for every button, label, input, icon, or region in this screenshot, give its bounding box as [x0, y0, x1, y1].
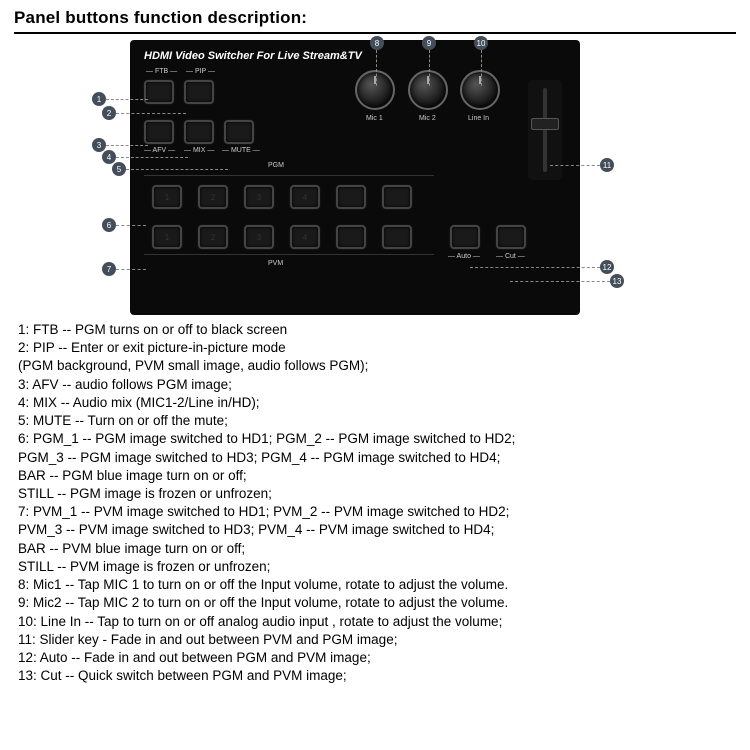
- cut-button[interactable]: [496, 225, 526, 249]
- callout-3: 3: [92, 138, 106, 152]
- pgm-1-button[interactable]: 1: [152, 185, 182, 209]
- callout-11: 11: [600, 158, 614, 172]
- desc-line: 13: Cut -- Quick switch between PGM and …: [18, 667, 732, 685]
- callout-10: 10: [474, 36, 488, 50]
- mic2-knob[interactable]: [408, 70, 448, 110]
- pvm-still-button[interactable]: [382, 225, 412, 249]
- pgm-2-button[interactable]: 2: [198, 185, 228, 209]
- pvm-2-button[interactable]: 2: [198, 225, 228, 249]
- ftb-button[interactable]: [144, 80, 174, 104]
- mute-button[interactable]: [224, 120, 254, 144]
- pgm-label: PGM: [268, 162, 284, 169]
- desc-line: 10: Line In -- Tap to turn on or off ana…: [18, 613, 732, 631]
- callout-7: 7: [102, 262, 116, 276]
- device-title: HDMI Video Switcher For Live Stream&TV: [130, 40, 580, 64]
- cut-label: — Cut —: [496, 253, 525, 260]
- desc-line: PGM_3 -- PGM image switched to HD3; PGM_…: [18, 449, 732, 467]
- pvm-3-button[interactable]: 3: [244, 225, 274, 249]
- pgm-3-button[interactable]: 3: [244, 185, 274, 209]
- desc-line: BAR -- PVM blue image turn on or off;: [18, 540, 732, 558]
- slider-handle[interactable]: [531, 118, 559, 130]
- pip-label: — PIP —: [186, 68, 215, 75]
- desc-line: (PGM background, PVM small image, audio …: [18, 357, 732, 375]
- callout-9: 9: [422, 36, 436, 50]
- mic1-knob[interactable]: [355, 70, 395, 110]
- afv-label: — AFV —: [144, 147, 175, 154]
- callout-5: 5: [112, 162, 126, 176]
- pvm-bar-button[interactable]: [336, 225, 366, 249]
- desc-line: 12: Auto -- Fade in and out between PGM …: [18, 649, 732, 667]
- callout-8: 8: [370, 36, 384, 50]
- description-list: 1: FTB -- PGM turns on or off to black s…: [0, 315, 750, 685]
- desc-line: BAR -- PGM blue image turn on or off;: [18, 467, 732, 485]
- desc-line: 9: Mic2 -- Tap MIC 2 to turn on or off t…: [18, 594, 732, 612]
- callout-1: 1: [92, 92, 106, 106]
- mic1-label: Mic 1: [366, 115, 383, 122]
- desc-line: 8: Mic1 -- Tap MIC 1 to turn on or off t…: [18, 576, 732, 594]
- auto-button[interactable]: [450, 225, 480, 249]
- callout-12: 12: [600, 260, 614, 274]
- linein-knob[interactable]: [460, 70, 500, 110]
- desc-line: 7: PVM_1 -- PVM image switched to HD1; P…: [18, 503, 732, 521]
- linein-label: Line In: [468, 115, 489, 122]
- desc-line: 1: FTB -- PGM turns on or off to black s…: [18, 321, 732, 339]
- mix-label: — MIX —: [184, 147, 214, 154]
- callout-2: 2: [102, 106, 116, 120]
- mic2-label: Mic 2: [419, 115, 436, 122]
- auto-label: — Auto —: [448, 253, 480, 260]
- pvm-4-button[interactable]: 4: [290, 225, 320, 249]
- desc-line: 3: AFV -- audio follows PGM image;: [18, 376, 732, 394]
- afv-button[interactable]: [144, 120, 174, 144]
- device-diagram: 8 9 10 1 2 3 4 5 6 7 11 12 13 HDMI Video…: [100, 40, 665, 315]
- pvm-label: PVM: [268, 260, 283, 267]
- desc-line: 5: MUTE -- Turn on or off the mute;: [18, 412, 732, 430]
- ftb-label: — FTB —: [146, 68, 177, 75]
- callout-4: 4: [102, 150, 116, 164]
- mute-label: — MUTE —: [222, 147, 260, 154]
- callout-13: 13: [610, 274, 624, 288]
- divider: [14, 32, 736, 34]
- desc-line: 4: MIX -- Audio mix (MIC1-2/Line in/HD);: [18, 394, 732, 412]
- desc-line: 2: PIP -- Enter or exit picture-in-pictu…: [18, 339, 732, 357]
- desc-line: STILL -- PGM image is frozen or unfrozen…: [18, 485, 732, 503]
- pgm-still-button[interactable]: [382, 185, 412, 209]
- page-title: Panel buttons function description:: [0, 0, 750, 32]
- callout-6: 6: [102, 218, 116, 232]
- desc-line: STILL -- PVM image is frozen or unfrozen…: [18, 558, 732, 576]
- desc-line: 6: PGM_1 -- PGM image switched to HD1; P…: [18, 430, 732, 448]
- mix-button[interactable]: [184, 120, 214, 144]
- pip-button[interactable]: [184, 80, 214, 104]
- pgm-4-button[interactable]: 4: [290, 185, 320, 209]
- pvm-1-button[interactable]: 1: [152, 225, 182, 249]
- device-panel: HDMI Video Switcher For Live Stream&TV —…: [130, 40, 580, 315]
- desc-line: PVM_3 -- PVM image switched to HD3; PVM_…: [18, 521, 732, 539]
- desc-line: 11: Slider key - Fade in and out between…: [18, 631, 732, 649]
- pgm-bar-button[interactable]: [336, 185, 366, 209]
